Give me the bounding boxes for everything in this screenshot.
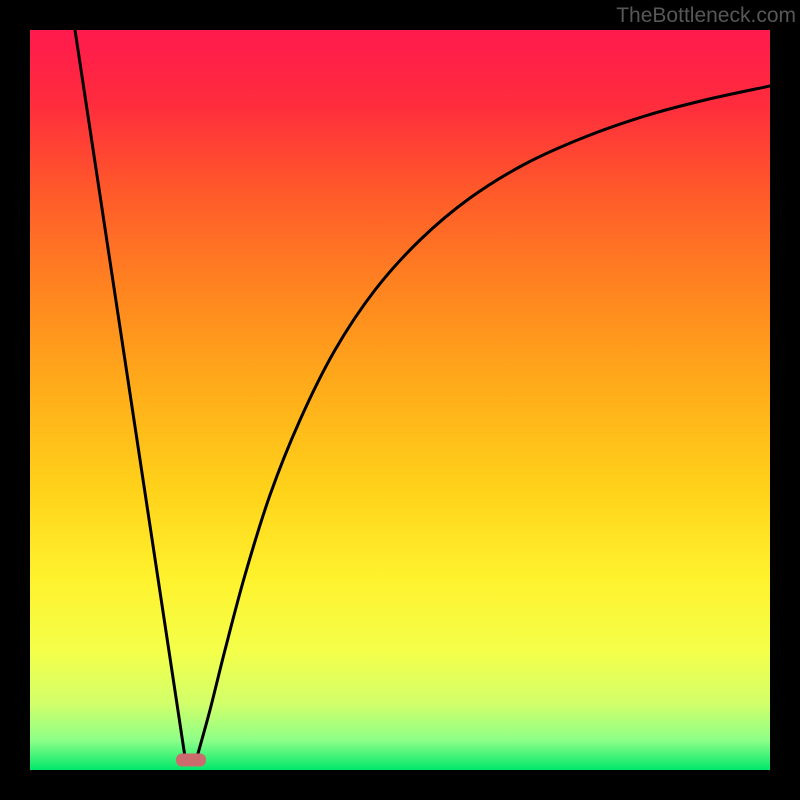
bottleneck-curve: [75, 30, 770, 757]
optimal-marker: [176, 754, 206, 767]
bottleneck-chart: TheBottleneck.com: [0, 0, 800, 800]
plot-area: [30, 30, 770, 770]
watermark-text: TheBottleneck.com: [616, 4, 796, 28]
curve-layer: [30, 30, 770, 770]
